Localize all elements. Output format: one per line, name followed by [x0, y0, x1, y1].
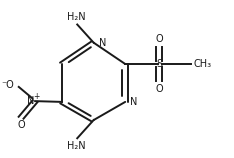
- Text: N: N: [27, 96, 34, 106]
- Text: ⁻O: ⁻O: [2, 79, 15, 90]
- Text: O: O: [155, 84, 163, 94]
- Text: O: O: [17, 120, 25, 130]
- Text: CH₃: CH₃: [193, 59, 211, 69]
- Text: O: O: [155, 34, 163, 44]
- Text: N: N: [99, 38, 106, 48]
- Text: +: +: [33, 92, 40, 101]
- Text: H₂N: H₂N: [67, 12, 85, 22]
- Text: H₂N: H₂N: [67, 141, 85, 151]
- Text: N: N: [130, 97, 138, 107]
- Text: S: S: [156, 59, 162, 69]
